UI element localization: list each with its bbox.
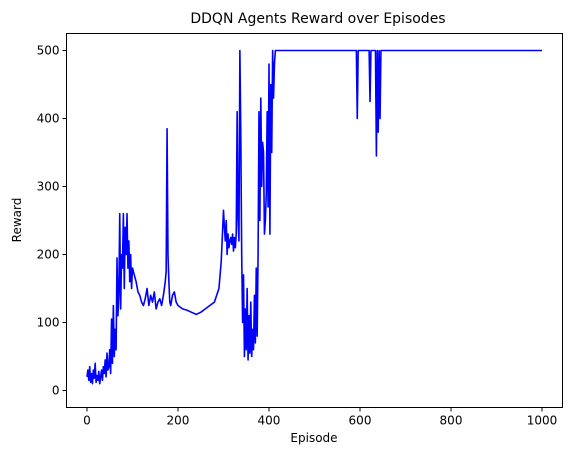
x-tick-label: 1000 bbox=[527, 414, 558, 428]
x-tick-label: 400 bbox=[258, 414, 281, 428]
y-tick-label: 500 bbox=[37, 44, 60, 58]
x-axis-label: Episode bbox=[290, 431, 337, 445]
x-tick-label: 800 bbox=[440, 414, 463, 428]
y-tick-label: 100 bbox=[37, 316, 60, 330]
reward-series-line bbox=[86, 49, 543, 385]
x-tick-label: 200 bbox=[167, 414, 190, 428]
x-axis-ticks: 0 200 400 600 800 1000 bbox=[83, 407, 558, 428]
y-tick-label: 400 bbox=[37, 112, 60, 126]
y-axis-ticks: 0 100 200 300 400 500 bbox=[37, 44, 67, 398]
plot-frame bbox=[66, 33, 563, 408]
y-tick-label: 200 bbox=[37, 248, 60, 262]
x-tick-label: 600 bbox=[349, 414, 372, 428]
chart-title: DDQN Agents Reward over Episodes bbox=[190, 11, 445, 27]
y-tick-label: 0 bbox=[52, 384, 60, 398]
x-tick-label: 0 bbox=[83, 414, 91, 428]
y-axis-label: Reward bbox=[10, 198, 24, 243]
y-tick-label: 300 bbox=[37, 180, 60, 194]
